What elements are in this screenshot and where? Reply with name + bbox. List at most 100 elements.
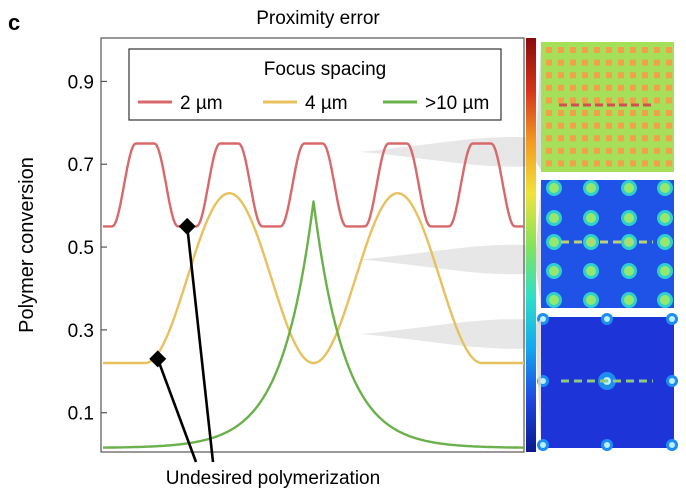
inset-dot	[570, 110, 576, 116]
inset-dot	[558, 110, 564, 116]
inset-2um	[541, 42, 674, 172]
inset-dot	[654, 72, 660, 79]
inset-dot	[594, 84, 600, 91]
projection-cone	[360, 244, 536, 275]
inset-dot	[654, 147, 660, 154]
inset-dot	[642, 135, 648, 142]
inset-dot	[669, 378, 675, 384]
inset-dot	[618, 72, 624, 79]
diamond-marker	[149, 350, 167, 368]
inset-dot	[549, 183, 559, 193]
inset-dot	[606, 72, 612, 79]
inset-dot	[618, 135, 624, 142]
series-line-4m	[102, 192, 525, 365]
colorbar-gradient	[526, 38, 536, 452]
diamond-marker	[178, 217, 196, 235]
series-line-2m	[102, 142, 525, 228]
inset-dot	[594, 160, 600, 167]
inset-dot	[666, 110, 672, 116]
inset-dot	[546, 122, 552, 129]
annotation-label: Undesired polymerization	[166, 468, 380, 489]
inset-dot	[624, 183, 634, 193]
inset-dot	[582, 47, 588, 53]
inset-dot	[654, 59, 660, 66]
inset-dot	[624, 295, 634, 305]
inset-dot	[606, 147, 612, 154]
inset-dot	[606, 59, 612, 66]
annotation-pointer	[185, 226, 215, 463]
inset-dot	[666, 59, 672, 66]
inset-dot	[582, 97, 588, 104]
inset-dot	[594, 110, 600, 116]
inset-dot	[630, 160, 636, 167]
y-axis-label: Polymer conversion	[16, 157, 38, 333]
projection-wedge	[536, 44, 541, 170]
inset-dot	[570, 84, 576, 91]
inset-dot	[546, 59, 552, 66]
inset-dot	[666, 47, 672, 53]
inset-dot	[549, 237, 559, 247]
inset-dot	[642, 59, 648, 66]
inset-dot	[654, 97, 660, 104]
inset-dot	[630, 122, 636, 129]
projection-wedge	[536, 319, 541, 446]
inset-dot	[586, 295, 596, 305]
inset-dot	[630, 147, 636, 154]
inset-dot	[594, 122, 600, 129]
inset-dot	[594, 135, 600, 142]
inset-dot	[546, 97, 552, 104]
inset-dot	[582, 59, 588, 66]
y-tick-label: 0.9	[68, 72, 94, 93]
inset-dot	[546, 110, 552, 116]
y-axis: 0.1 0.3 0.5 0.7 0.9	[68, 72, 107, 425]
inset-dot	[606, 122, 612, 129]
inset-dot	[666, 147, 672, 154]
inset-dot	[624, 213, 634, 223]
inset-dot	[582, 110, 588, 116]
inset-dot	[570, 135, 576, 142]
inset-dot	[582, 72, 588, 79]
inset-dot	[546, 147, 552, 154]
inset-dot	[606, 84, 612, 91]
inset-dot	[642, 122, 648, 129]
inset-dot	[642, 84, 648, 91]
inset-dot	[570, 97, 576, 104]
inset-dot	[630, 110, 636, 116]
inset-dot	[666, 122, 672, 129]
inset-dot	[546, 84, 552, 91]
y-tick-label: 0.7	[68, 155, 94, 176]
inset-dot	[642, 47, 648, 53]
projection-cone	[360, 319, 536, 349]
inset-dot	[582, 122, 588, 129]
annotation-pointers	[156, 226, 215, 463]
inset-dot	[549, 266, 559, 276]
inset-dot	[549, 295, 559, 305]
inset-dot	[660, 213, 670, 223]
inset-dot	[669, 316, 675, 322]
inset-dot	[594, 147, 600, 154]
inset-dot	[546, 135, 552, 142]
legend-entries: 2 µm 4 µm >10 µm	[138, 93, 489, 114]
inset-dot	[669, 442, 675, 448]
inset-dot	[606, 97, 612, 104]
y-tick-label: 0.5	[68, 238, 94, 259]
inset-dot	[642, 72, 648, 79]
y-tick-label: 0.1	[68, 404, 94, 425]
inset-dot	[570, 160, 576, 167]
inset-dot	[654, 135, 660, 142]
inset-dot	[582, 147, 588, 154]
inset-dot	[540, 442, 546, 448]
insets	[537, 42, 678, 451]
inset-dot	[558, 122, 564, 129]
inset-dot	[586, 183, 596, 193]
inset-dot	[549, 213, 559, 223]
inset-dot	[618, 84, 624, 91]
inset-dot	[618, 97, 624, 104]
inset-dot	[660, 266, 670, 276]
inset-dot	[604, 316, 610, 322]
inset-dot	[606, 47, 612, 53]
inset-dot	[558, 160, 564, 167]
inset-dot	[654, 160, 660, 167]
inset-dot	[546, 47, 552, 53]
